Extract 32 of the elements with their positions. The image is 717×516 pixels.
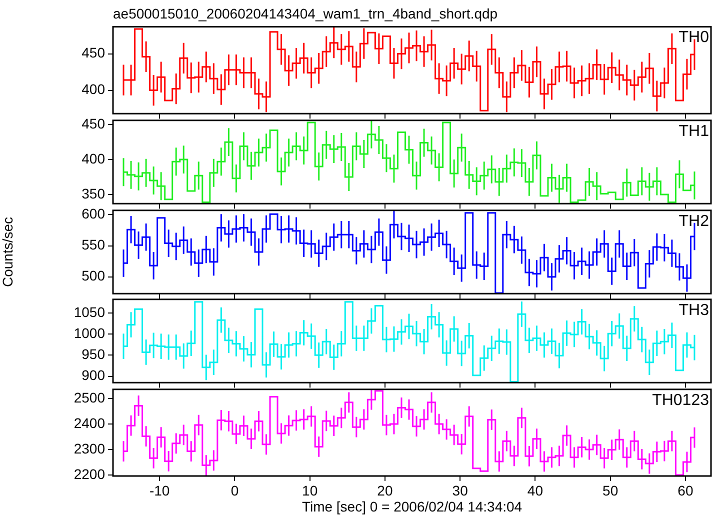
y-tick-label: 400 [82, 81, 106, 98]
x-tick-label: 20 [377, 482, 393, 498]
text: TH0123 [652, 392, 710, 409]
y-tick-label: 2200 [74, 466, 106, 482]
x-axis-title: Time [sec] 0 = 2006/02/04 14:34:04 [302, 498, 522, 515]
y-tick-label: 450 [82, 44, 106, 61]
y-tick-label: 950 [82, 346, 106, 362]
series-label: TH2 [678, 212, 710, 230]
y-tick-label: 1000 [74, 325, 106, 342]
chart-title: ae500015010_20060204143404_wam1_trn_4band_short.qdp [113, 5, 498, 22]
y-tick-label: 1050 [74, 304, 106, 320]
x-tick-label: 60 [678, 482, 694, 498]
x-tick-label: 50 [602, 482, 618, 498]
text: TH1 [678, 122, 710, 140]
y-tick-label: 550 [82, 236, 106, 252]
y-tick-label: 350 [82, 185, 106, 202]
y-tick-label: 900 [82, 368, 106, 384]
x-tick-label: 0 [230, 482, 239, 498]
y-tick-label: 2300 [74, 440, 106, 457]
y-tick-label: 2500 [74, 390, 106, 406]
series-label: TH3 [678, 302, 710, 320]
y-tick-label: 600 [82, 205, 106, 222]
y-tick-label: 400 [82, 150, 106, 166]
x-tick-label: -10 [149, 482, 170, 498]
y-tick-label: 2400 [74, 415, 106, 432]
x-tick-label: 40 [527, 482, 544, 498]
series-label: TH0 [678, 29, 710, 46]
x-tick-label: 30 [452, 482, 468, 498]
x-tick-label: 10 [302, 482, 318, 498]
y-tick-label: 450 [82, 115, 106, 132]
y-tick-label: 500 [82, 267, 106, 284]
y-axis-title: Counts/sec [0, 216, 16, 287]
